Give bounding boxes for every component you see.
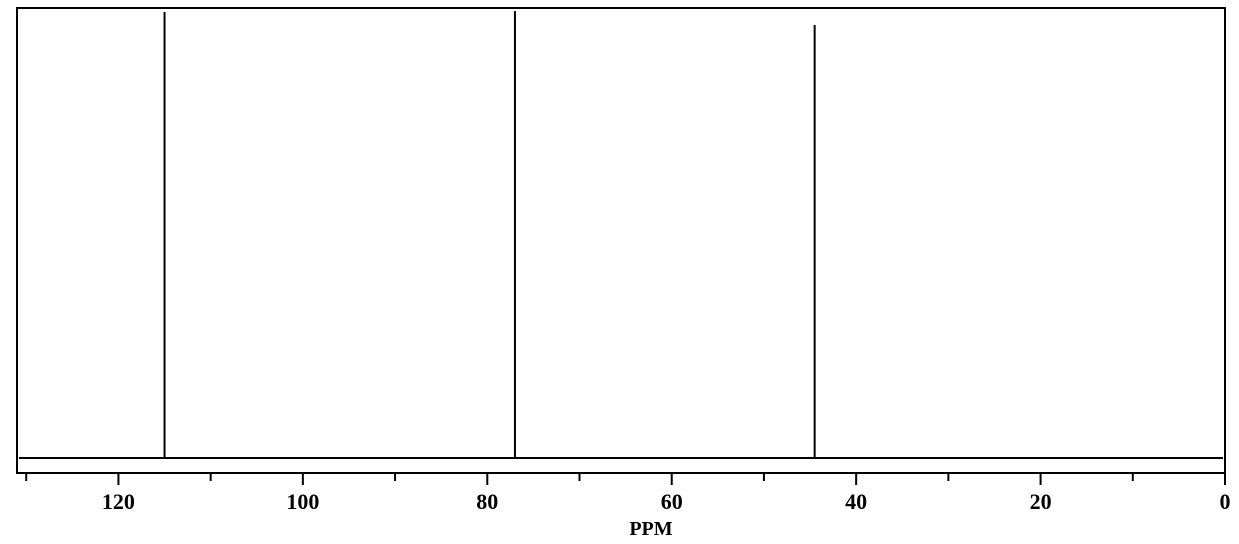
- x-tick-label: 0: [1220, 489, 1231, 514]
- x-tick-label: 80: [476, 489, 498, 514]
- x-tick-label: 20: [1030, 489, 1052, 514]
- x-tick-label: 40: [845, 489, 867, 514]
- spectrum-svg: 120 100 80 60 40 20 0 PPM: [0, 0, 1239, 544]
- x-tick-label: 60: [661, 489, 683, 514]
- x-tick-label: 100: [286, 489, 319, 514]
- x-axis-label: PPM: [629, 518, 672, 540]
- chart-background: [0, 0, 1239, 544]
- nmr-spectrum-figure: 120 100 80 60 40 20 0 PPM: [0, 0, 1239, 544]
- x-tick-label: 120: [102, 489, 135, 514]
